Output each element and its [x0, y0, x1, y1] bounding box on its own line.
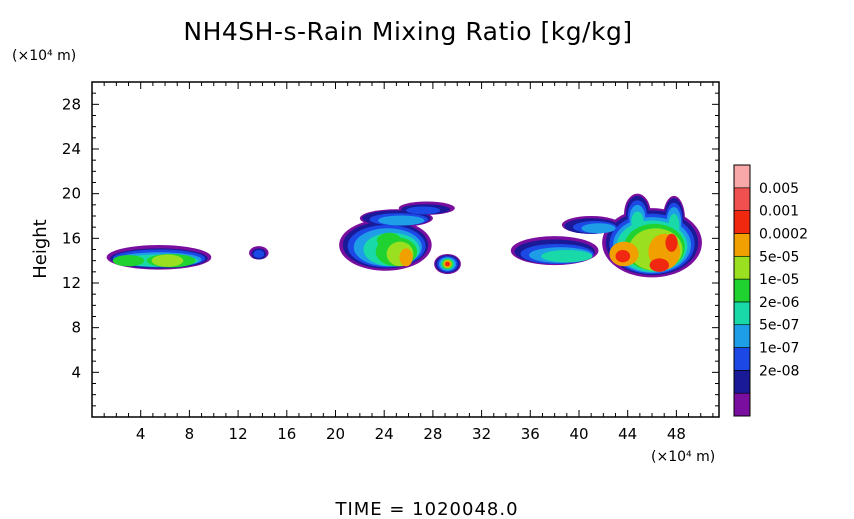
- y-tick-label: 24: [62, 140, 81, 158]
- x-tick-label: 24: [375, 425, 394, 443]
- colorbar-label: 2e-06: [759, 295, 799, 311]
- y-axis-unit: (×10⁴ m): [12, 48, 76, 64]
- chart-title: NH4SH-s-Rain Mixing Ratio [kg/kg]: [183, 17, 632, 46]
- time-label: TIME = 1020048.0: [334, 499, 518, 519]
- colorbar-label: 0.001: [759, 204, 799, 220]
- colorbar-swatch: [733, 347, 751, 371]
- x-tick-label: 44: [618, 425, 637, 443]
- x-tick-label: 8: [185, 425, 195, 443]
- colorbar-label: 0.005: [759, 181, 799, 197]
- x-tick-label: 12: [229, 425, 248, 443]
- colorbar-swatches: [733, 164, 751, 417]
- x-tick-label: 36: [521, 425, 540, 443]
- y-tick-label: 20: [62, 185, 81, 203]
- y-tick-label: 16: [62, 229, 81, 247]
- colorbar-labels: 0.005 0.001 0.0002 5e-05 1e-05 2e-06 5e-07 1e-0…: [759, 181, 808, 380]
- colorbar: 0.005 0.001 0.0002 5e-05 1e-05 2e-06 5e-07 1e-0…: [733, 164, 808, 417]
- y-axis-label: Height: [30, 219, 51, 279]
- x-tick-label: 28: [423, 425, 442, 443]
- x-tick-label: 32: [472, 425, 491, 443]
- contour-level-8: [445, 233, 678, 272]
- colorbar-swatch: [733, 210, 751, 234]
- cloud-cell: [615, 250, 631, 263]
- cloud-cell: [406, 206, 441, 215]
- cloud-cell: [399, 248, 413, 267]
- cloud-cell: [541, 250, 593, 263]
- colorbar-swatch: [733, 187, 751, 211]
- colorbar-swatch: [733, 233, 751, 257]
- colorbar-label: 1e-05: [759, 272, 799, 288]
- colorbar-label: 5e-07: [759, 318, 799, 334]
- cloud-cell: [581, 223, 616, 234]
- colorbar-label: 0.0002: [759, 226, 808, 242]
- y-axis-tick-labels: 4 8 12 16 20 24 28: [62, 95, 81, 381]
- cloud-cell: [151, 254, 184, 267]
- x-tick-label: 20: [326, 425, 345, 443]
- colorbar-swatch: [733, 370, 751, 394]
- colorbar-swatch: [733, 255, 751, 280]
- colorbar-swatch: [733, 324, 751, 348]
- cloud-cell: [649, 258, 670, 272]
- colorbar-label: 5e-05: [759, 249, 799, 265]
- cloud-cell: [378, 215, 425, 226]
- y-tick-label: 4: [71, 363, 81, 381]
- mixing-ratio-field: [106, 193, 702, 278]
- colorbar-swatch: [733, 164, 751, 189]
- colorbar-frame: [733, 164, 751, 417]
- colorbar-swatch: [733, 278, 751, 303]
- colorbar-label: 2e-08: [759, 363, 799, 379]
- y-tick-label: 12: [62, 274, 81, 292]
- colorbar-label: 1e-07: [759, 341, 799, 357]
- x-tick-label: 16: [277, 425, 296, 443]
- cloud-cell: [112, 255, 145, 267]
- x-tick-label: 40: [569, 425, 588, 443]
- axis-ticks: [92, 82, 719, 417]
- cloud-cell: [253, 250, 265, 258]
- colorbar-swatch: [733, 301, 751, 326]
- x-axis-unit: (×10⁴ m): [651, 449, 715, 465]
- y-tick-label: 28: [62, 95, 81, 113]
- cloud-cell: [445, 261, 450, 267]
- x-axis-tick-labels: 4 8 12 16 20 24 28 32 36 40 44 48: [136, 425, 686, 443]
- x-tick-label: 4: [136, 425, 146, 443]
- y-tick-label: 8: [71, 319, 81, 337]
- cloud-cell: [665, 233, 678, 252]
- x-tick-label: 48: [667, 425, 686, 443]
- colorbar-swatch: [733, 392, 751, 417]
